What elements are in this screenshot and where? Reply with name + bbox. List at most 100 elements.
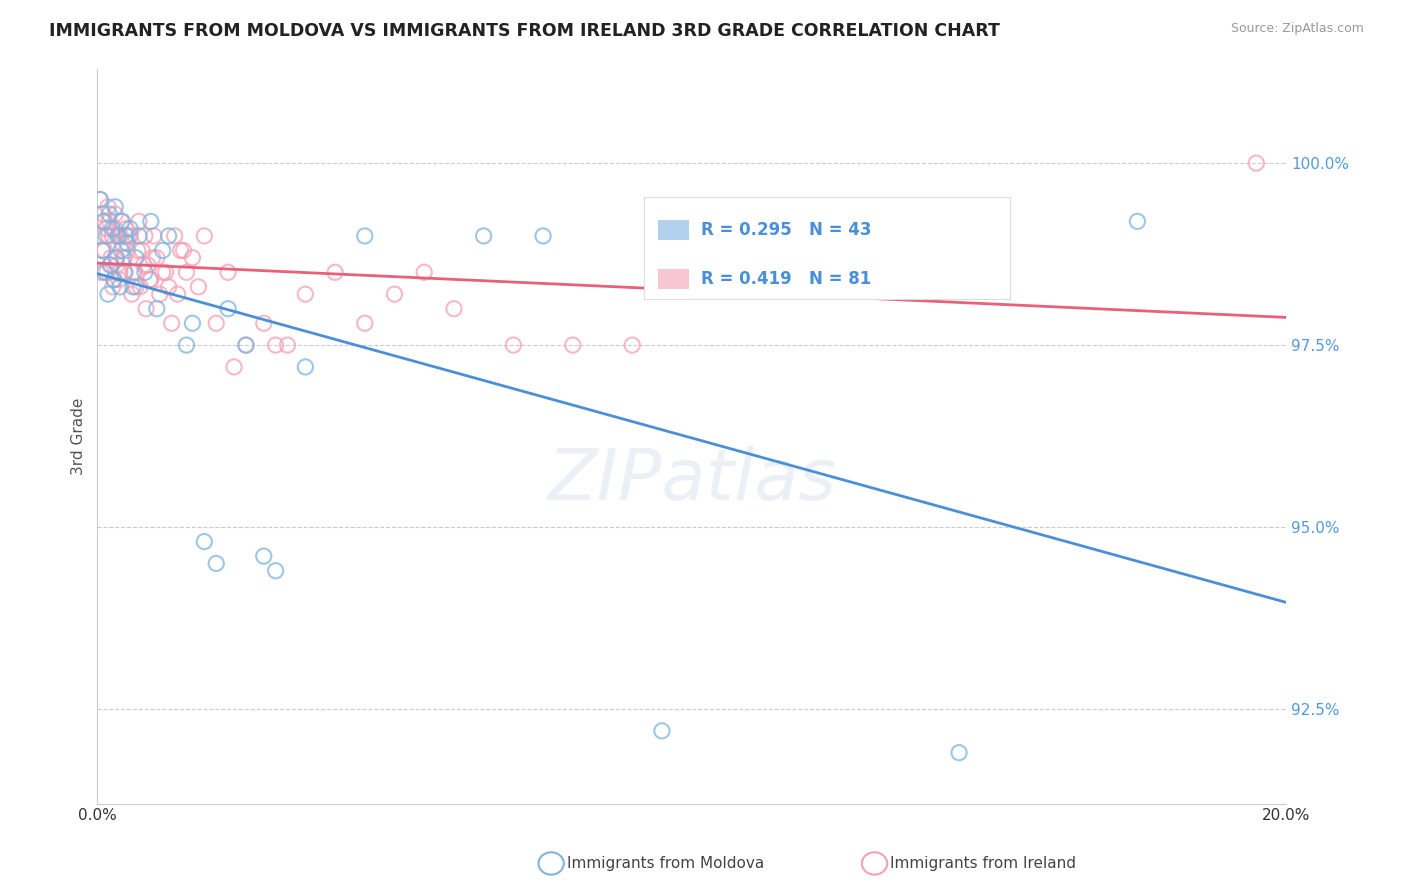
Point xyxy=(217,265,239,279)
Point xyxy=(205,557,228,571)
Point xyxy=(108,280,131,294)
Point xyxy=(222,359,245,374)
Point xyxy=(112,265,135,279)
Text: R = 0.419   N = 81: R = 0.419 N = 81 xyxy=(700,270,870,288)
Point xyxy=(142,228,165,243)
Point xyxy=(107,228,129,243)
Point xyxy=(115,228,138,243)
Point xyxy=(118,228,141,243)
Point xyxy=(152,265,174,279)
Point xyxy=(101,280,124,294)
Point xyxy=(235,338,257,352)
Point xyxy=(105,258,128,272)
Point xyxy=(134,228,156,243)
Point xyxy=(163,228,186,243)
Point xyxy=(472,228,495,243)
Point xyxy=(122,265,145,279)
Point xyxy=(149,287,172,301)
Point xyxy=(353,316,375,330)
Point xyxy=(134,265,156,279)
Point xyxy=(97,200,120,214)
Point xyxy=(107,272,129,286)
Point xyxy=(103,221,125,235)
Text: Immigrants from Moldova: Immigrants from Moldova xyxy=(567,856,763,871)
Point xyxy=(108,265,131,279)
Point xyxy=(235,338,257,352)
Point xyxy=(139,272,162,286)
Point xyxy=(264,564,287,578)
Point xyxy=(100,251,122,265)
Point xyxy=(152,244,174,258)
Point xyxy=(121,287,143,301)
Point xyxy=(384,287,406,301)
Point xyxy=(111,236,134,251)
Point xyxy=(97,228,120,243)
Point xyxy=(187,280,209,294)
Point xyxy=(115,221,138,235)
Point xyxy=(294,287,316,301)
Point xyxy=(253,316,276,330)
Point xyxy=(101,228,124,243)
Point xyxy=(323,265,346,279)
Point xyxy=(91,207,114,221)
Point xyxy=(166,287,188,301)
Point xyxy=(205,316,228,330)
Point xyxy=(118,221,141,235)
Point xyxy=(101,221,124,235)
Point xyxy=(110,214,132,228)
Point xyxy=(181,316,204,330)
Point xyxy=(135,301,157,316)
Point xyxy=(128,228,150,243)
Point xyxy=(138,272,160,286)
Point xyxy=(561,338,583,352)
Text: Source: ZipAtlas.com: Source: ZipAtlas.com xyxy=(1230,22,1364,36)
Point xyxy=(112,251,135,265)
Point xyxy=(91,214,114,228)
Point xyxy=(90,228,112,243)
Text: ZIPatlas: ZIPatlas xyxy=(547,446,837,515)
Point xyxy=(651,723,673,738)
Point xyxy=(104,200,127,214)
Point xyxy=(294,359,316,374)
Point xyxy=(129,280,152,294)
Point xyxy=(169,244,191,258)
Point xyxy=(110,228,132,243)
Text: Immigrants from Ireland: Immigrants from Ireland xyxy=(890,856,1076,871)
Point xyxy=(146,301,169,316)
Point xyxy=(181,251,204,265)
Point xyxy=(104,207,127,221)
Point xyxy=(621,338,644,352)
Point xyxy=(98,207,121,221)
Point xyxy=(114,265,136,279)
Point xyxy=(111,214,134,228)
Point xyxy=(103,272,125,286)
Text: R = 0.295   N = 43: R = 0.295 N = 43 xyxy=(700,221,872,239)
Point xyxy=(413,265,436,279)
Point xyxy=(142,251,165,265)
Point xyxy=(193,534,215,549)
Point xyxy=(277,338,299,352)
Point xyxy=(157,228,180,243)
Point xyxy=(105,251,128,265)
Point xyxy=(193,228,215,243)
Point xyxy=(217,301,239,316)
Point xyxy=(173,244,195,258)
Point xyxy=(117,228,139,243)
Point xyxy=(128,214,150,228)
Point xyxy=(253,549,276,563)
Point xyxy=(93,244,115,258)
Point xyxy=(353,228,375,243)
Point xyxy=(136,258,159,272)
Point xyxy=(103,272,125,286)
Point xyxy=(443,301,465,316)
Point xyxy=(127,244,149,258)
Point xyxy=(107,228,129,243)
Point xyxy=(91,244,114,258)
Point xyxy=(122,280,145,294)
Point xyxy=(1244,156,1267,170)
Point xyxy=(100,258,122,272)
Point xyxy=(176,338,198,352)
Point xyxy=(90,265,112,279)
Point xyxy=(132,258,155,272)
Point xyxy=(91,244,114,258)
